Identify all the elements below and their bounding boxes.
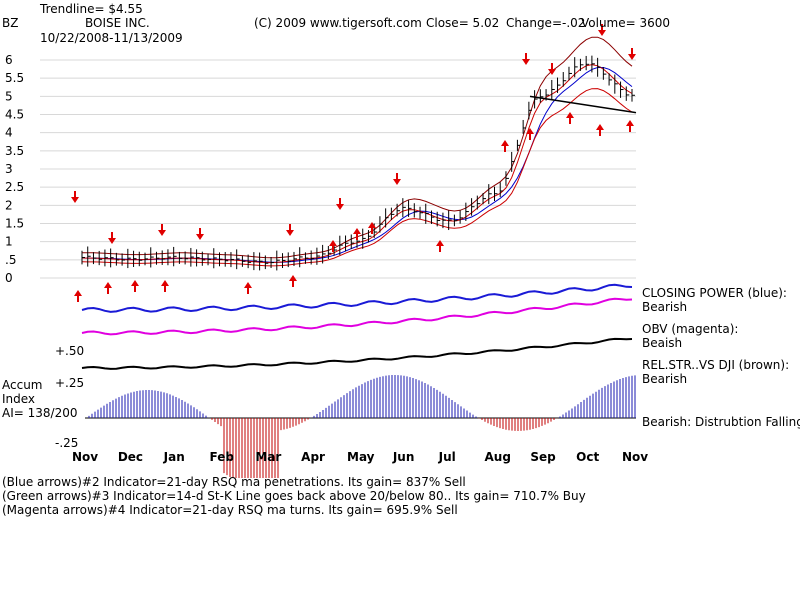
buy-arrow (368, 222, 376, 234)
trendline-segment (529, 95, 637, 114)
sell-arrow (548, 63, 556, 75)
y-tick-label: 3.5 (5, 144, 24, 158)
obv-label: OBV (magenta): (642, 322, 739, 336)
buy-arrow (353, 228, 361, 240)
accum-title-2: Index (2, 392, 36, 406)
sell-arrow (336, 198, 344, 210)
close-value: Close= 5.02 (426, 16, 500, 30)
trendline (529, 95, 637, 114)
relstr-status: Bearish (642, 372, 688, 386)
sell-arrow (628, 48, 636, 60)
buy-arrow (161, 280, 169, 292)
y-tick-label: 4.5 (5, 108, 24, 122)
sell-arrow (522, 53, 530, 65)
buy-arrow (74, 290, 82, 302)
relstr-label: REL.STR..VS DJI (brown): (642, 358, 790, 372)
ref-plus25: +.25 (55, 376, 85, 390)
y-tick-label: 5.5 (5, 71, 24, 85)
sell-arrow (286, 224, 294, 236)
footer-line-2: (Green arrows)#3 Indicator=14-d St-K Lin… (2, 489, 586, 503)
obv-line (81, 297, 633, 336)
copyright: (C) 2009 www.tigersoft.com (254, 16, 422, 30)
y-tick-label: 2 (5, 198, 13, 212)
accum-status: Bearish: Distrubtion Falling. (642, 415, 800, 429)
x-tick-label: Oct (576, 450, 599, 464)
y-tick-label: 0 (5, 271, 13, 285)
obv-status: Beaish (642, 336, 683, 350)
x-tick-label: Feb (210, 450, 235, 464)
x-tick-label: Mar (255, 450, 281, 464)
signal-arrows (71, 24, 636, 302)
sell-arrow (108, 232, 116, 244)
x-tick-label: May (347, 450, 375, 464)
y-tick-label: 5 (5, 89, 13, 103)
footer-line-1: (Blue arrows)#2 Indicator=21-day RSQ ma … (2, 475, 466, 489)
obv-path (81, 297, 633, 336)
buy-arrow (244, 282, 252, 294)
x-tick-label: Jul (438, 450, 456, 464)
price-axis-ticks: 65.554.543.532.521.51.50 (5, 53, 24, 285)
symbol-label: BZ (2, 16, 19, 30)
x-tick-label: Jan (163, 450, 185, 464)
buy-arrow (501, 140, 509, 152)
ref-minus25: -.25 (55, 436, 79, 450)
accum-index-histogram (85, 375, 636, 478)
buy-arrow (526, 128, 534, 140)
sell-arrow (393, 173, 401, 185)
sell-arrow (196, 228, 204, 240)
month-axis-labels: Nov Dec Jan Feb Mar Apr May Jun Jul Aug Sep Oct Nov (72, 450, 648, 464)
ref-plus50: +.50 (55, 344, 85, 358)
closing-power-line (81, 283, 633, 313)
y-tick-label: 1 (5, 235, 13, 249)
footer-line-3: (Magenta arrows)#4 Indicator=21-day RSQ … (2, 503, 458, 517)
sell-arrow (598, 24, 606, 36)
price-gridlines (40, 59, 636, 279)
trendline-label: Trendline= $4.55 (40, 2, 143, 16)
x-tick-label: Jun (392, 450, 415, 464)
buy-arrow (329, 240, 337, 252)
x-tick-label: Dec (118, 450, 143, 464)
y-tick-label: .5 (5, 253, 16, 267)
x-tick-label: Apr (301, 450, 325, 464)
date-range: 10/22/2008-11/13/2009 (40, 31, 183, 45)
accum-ai: AI= 138/200 (2, 406, 78, 420)
y-tick-label: 1.5 (5, 217, 24, 231)
sell-arrow (158, 224, 166, 236)
rel-str-path (81, 337, 633, 370)
y-tick-label: 6 (5, 53, 13, 67)
y-tick-label: 2.5 (5, 180, 24, 194)
buy-arrow (626, 120, 634, 132)
price-bars (81, 55, 635, 271)
x-tick-label: Sep (530, 450, 556, 464)
closing-power-status: Bearish (642, 300, 688, 314)
closing-power-label: CLOSING POWER (blue): (642, 286, 787, 300)
rel-str-line (81, 337, 633, 370)
buy-arrow (131, 280, 139, 292)
buy-arrow (436, 240, 444, 252)
y-tick-label: 3 (5, 162, 13, 176)
buy-arrow (596, 124, 604, 136)
accum-title: Accum (2, 378, 43, 392)
buy-arrow (104, 282, 112, 294)
x-tick-label: Nov (72, 450, 98, 464)
change-value: Change=-.02 (506, 16, 586, 30)
y-tick-label: 4 (5, 126, 13, 140)
buy-arrow (289, 275, 297, 287)
volume-value: Volume= 3600 (581, 16, 671, 30)
x-tick-label: Aug (485, 450, 511, 464)
x-tick-label: Nov (622, 450, 648, 464)
closing-power-path (81, 283, 633, 313)
sell-arrow (71, 191, 79, 203)
company-name: BOISE INC. (85, 16, 150, 30)
buy-arrow (566, 112, 574, 124)
